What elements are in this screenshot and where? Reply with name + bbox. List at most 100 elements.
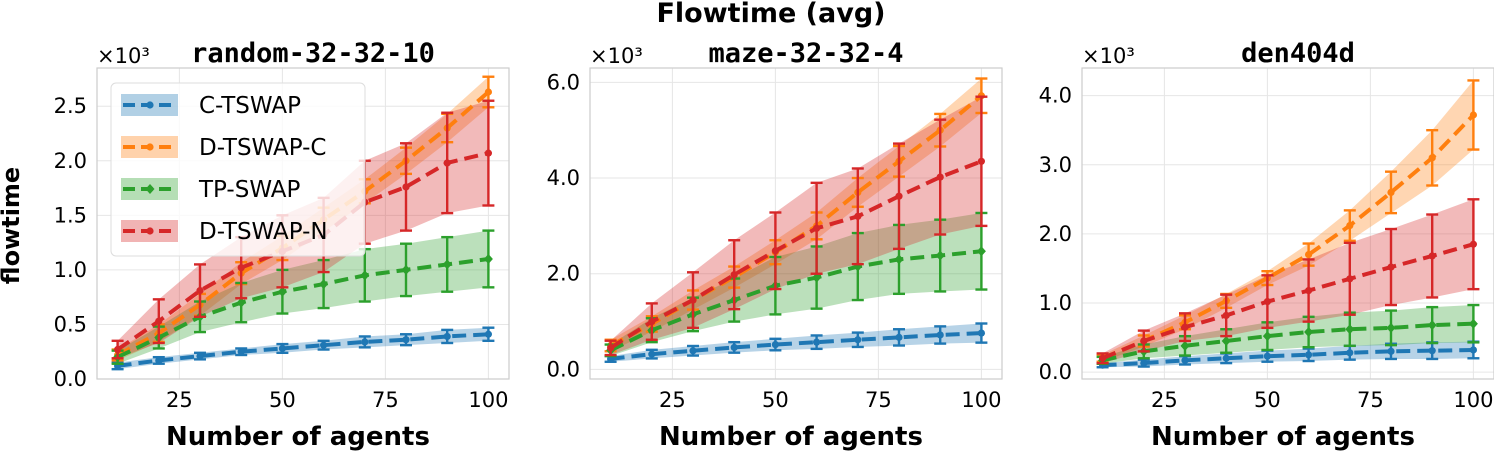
series-c-tswap — [111, 326, 495, 371]
legend-marker — [146, 227, 154, 235]
data-point — [936, 173, 944, 181]
data-point — [196, 287, 204, 295]
legend-item-c-tswap: C-TSWAP — [121, 93, 301, 119]
data-point — [648, 317, 656, 326]
y-tick-label: 2.0 — [547, 262, 580, 286]
data-point — [1140, 337, 1148, 345]
data-point — [277, 286, 287, 297]
band-tp-swap — [610, 212, 982, 357]
data-point — [771, 340, 780, 349]
data-point — [1263, 297, 1271, 306]
y-multiplier: ×10³ — [97, 44, 150, 68]
data-point — [1304, 327, 1314, 338]
data-point — [854, 212, 862, 220]
series-line — [1101, 113, 1475, 361]
data-point — [1387, 347, 1395, 355]
legend-box — [110, 82, 366, 257]
y-multiplier: ×10³ — [1082, 44, 1135, 68]
data-point — [1346, 275, 1354, 283]
data-point — [196, 352, 204, 360]
y-tick-label: 6.0 — [547, 70, 580, 94]
series-line — [1101, 242, 1474, 361]
legend-marker — [145, 184, 155, 194]
data-point — [1469, 240, 1477, 248]
band-tp-swap — [1102, 305, 1474, 364]
data-point — [402, 183, 410, 191]
data-point — [894, 254, 904, 265]
data-point — [1346, 349, 1354, 357]
band-d-tswap-n — [1102, 199, 1474, 364]
data-point — [320, 341, 328, 349]
y-tick-label: 4.0 — [1039, 84, 1072, 108]
band-d-tswap-c — [117, 76, 489, 361]
band-c-tswap — [610, 323, 982, 362]
data-point — [1468, 318, 1478, 329]
data-point — [1222, 311, 1230, 320]
legend-marker — [146, 143, 154, 151]
data-point — [1346, 221, 1354, 230]
x-tick-label: 100 — [1453, 388, 1493, 412]
panel-den404d: 25 50 75 100 0.0 1.0 2.0 3.0 4.0 ×10³ den404d Numbe… — [1039, 38, 1494, 451]
x-tick-label: 25 — [659, 388, 686, 412]
y-tick-label: 2.5 — [54, 94, 87, 118]
data-point — [935, 250, 945, 261]
y-tick-label: 1.0 — [1039, 291, 1072, 315]
data-point — [1099, 354, 1107, 362]
y-tick-label: 0.0 — [1039, 360, 1072, 384]
series-line — [609, 159, 983, 350]
panel-maze-32-32-4: 25 50 75 100 0.0 2.0 4.0 6.0 ×10³ maze-32-32-4 Num… — [547, 38, 1003, 451]
data-point — [976, 246, 986, 257]
plot-frame — [1081, 67, 1494, 380]
data-point — [1263, 352, 1271, 360]
legend: C-TSWAP D-TSWAP-C TP-SWAP D-TSWAP-N — [110, 82, 366, 257]
tick-labels: 25 50 75 100 0.0 2.0 4.0 6.0 — [547, 70, 1002, 412]
x-tick-label: 50 — [1254, 388, 1281, 412]
series-tp-swap — [111, 229, 495, 365]
panels: 25 50 75 100 0.0 0.5 1.0 1.5 2.0 2.5 ×10³ random-32… — [0, 38, 1494, 451]
y-tick-label: 2.0 — [54, 149, 87, 173]
series-d-tswap-n — [1096, 198, 1480, 365]
data-point — [1221, 335, 1231, 346]
data-point — [1428, 154, 1436, 162]
series-line — [609, 249, 982, 353]
panel-title: random-32-32-10 — [191, 38, 435, 69]
legend-label: C-TSWAP — [199, 93, 301, 119]
x-tick-label: 25 — [166, 388, 193, 412]
data-point — [484, 149, 492, 157]
x-axis-label: Number of agents — [1151, 422, 1415, 451]
series-d-tswap-n — [604, 95, 988, 357]
y-tick-label: 0.0 — [547, 357, 580, 381]
data-point — [1181, 356, 1189, 364]
data-point — [1469, 111, 1477, 119]
legend-label: D-TSWAP-C — [199, 135, 327, 161]
data-point — [1387, 263, 1395, 271]
data-point — [936, 331, 944, 339]
data-point — [484, 330, 492, 338]
data-point — [813, 338, 821, 346]
band-c-tswap — [117, 327, 489, 370]
plot-frame — [589, 67, 1003, 380]
data-point — [443, 332, 451, 341]
data-point — [236, 297, 246, 308]
data-point — [648, 350, 656, 358]
data-point — [895, 192, 903, 200]
legend-label: TP-SWAP — [198, 177, 301, 203]
plot-frame — [96, 67, 510, 380]
data-point — [689, 347, 697, 355]
data-point — [402, 336, 410, 344]
x-axis-label: Number of agents — [659, 422, 923, 451]
y-tick-label: 0.5 — [54, 312, 87, 336]
y-tick-label: 1.0 — [54, 258, 87, 282]
y-tick-label: 1.5 — [54, 203, 87, 227]
legend-item-tp-swap: TP-SWAP — [121, 177, 301, 203]
data-point — [1469, 346, 1477, 354]
panel-title: maze-32-32-4 — [708, 38, 903, 69]
data-point — [442, 259, 452, 270]
legend-label: D-TSWAP-N — [199, 219, 328, 245]
x-tick-label: 75 — [372, 388, 399, 412]
data-point — [977, 157, 986, 165]
x-tick-label: 50 — [762, 388, 789, 412]
data-point — [114, 345, 122, 354]
data-point — [1262, 331, 1272, 342]
